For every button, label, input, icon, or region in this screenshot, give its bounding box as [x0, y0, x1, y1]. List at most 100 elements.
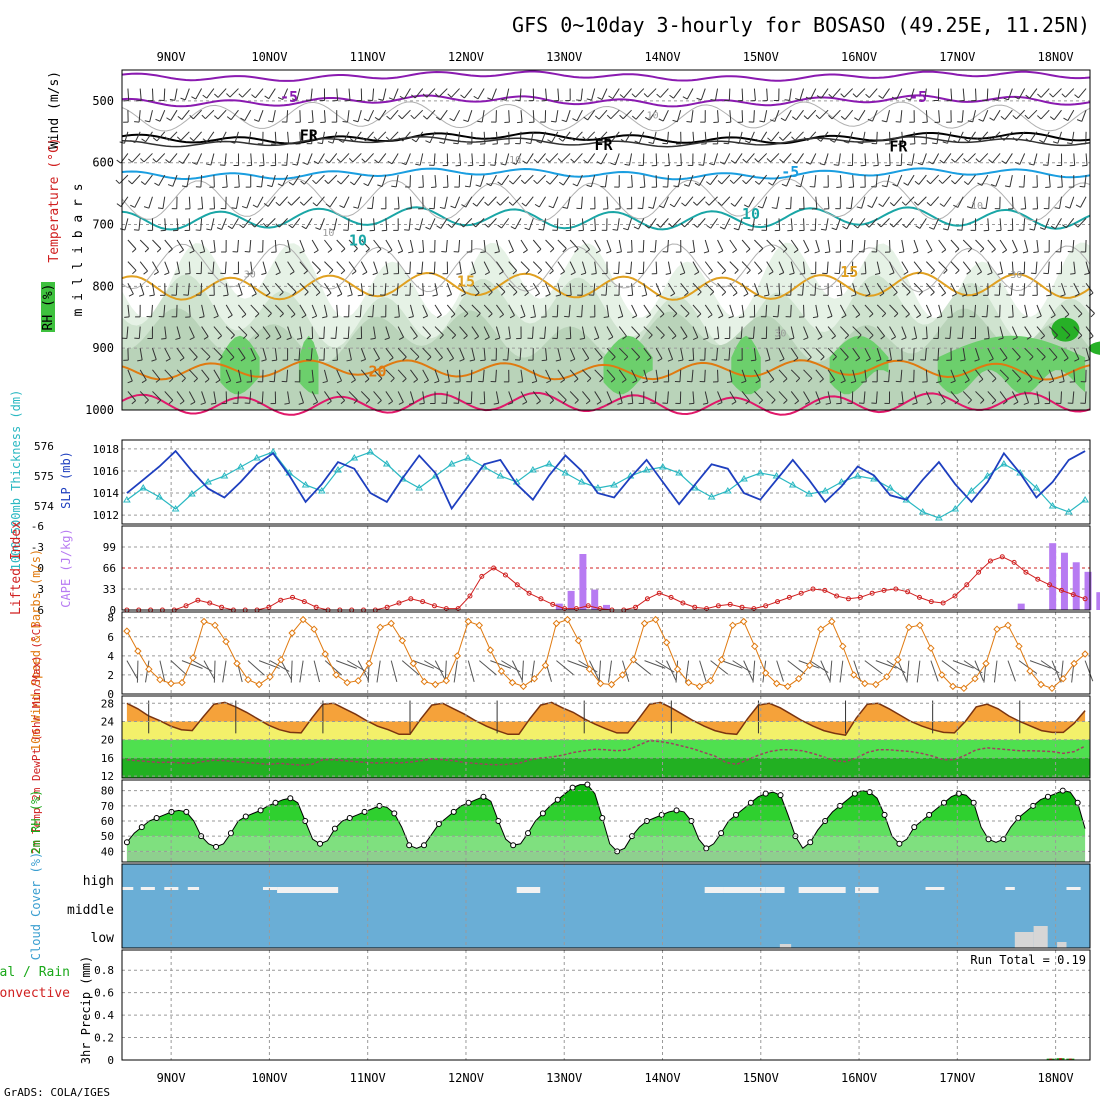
wind-barb — [753, 88, 756, 101]
wind-barb — [926, 261, 935, 271]
wind-barb — [340, 174, 350, 185]
wind-barb-flag — [372, 272, 378, 276]
precip-tick-label: 0 — [107, 1054, 114, 1067]
wind-barb — [987, 261, 993, 273]
wind-speed-marker — [552, 619, 561, 628]
wind-barb-flag — [648, 334, 653, 339]
wind-speed-marker — [310, 625, 318, 633]
wind-barb-flag — [156, 248, 162, 253]
lifted-index-marker — [491, 565, 497, 571]
wind-barb — [164, 391, 174, 401]
high-cloud-block — [798, 887, 846, 893]
wind-barb-flag — [617, 315, 623, 319]
wind-barb-flag — [165, 159, 170, 164]
wind-barb — [618, 304, 624, 317]
wind-barb — [220, 131, 227, 143]
wind-barb — [315, 174, 325, 185]
cape-tick-label: 0 — [109, 604, 116, 617]
thickness-marker — [610, 481, 618, 488]
wind-barb-flag — [536, 248, 542, 253]
wind-barb — [127, 304, 130, 317]
wind-barb — [1073, 347, 1080, 360]
thickness-marker — [740, 475, 748, 482]
rh-max-patch — [1088, 341, 1100, 355]
wind-barb — [556, 218, 559, 231]
wind-barb — [876, 261, 881, 274]
wind-barb — [397, 347, 407, 358]
wind-barb — [545, 304, 547, 317]
lifted-index-marker — [881, 587, 887, 593]
wind-barb — [680, 282, 689, 293]
wind-barb — [766, 261, 774, 273]
wind-barb — [296, 88, 301, 101]
wind-barb-flag — [116, 159, 122, 164]
wind-barb — [962, 283, 968, 295]
wind-speed-marker — [1070, 659, 1078, 668]
wind-barb-flag — [168, 378, 174, 383]
wind-barb-flag — [404, 229, 410, 231]
wind-speed-marker — [949, 682, 957, 691]
wind-speed-marker — [629, 655, 638, 664]
surface-wind-barb — [721, 660, 743, 669]
thickness-tick-label: 575 — [34, 470, 54, 483]
wind-barb-flag — [728, 315, 734, 319]
wind-barb-flag — [549, 270, 554, 275]
wind-barb — [1036, 196, 1039, 209]
dewpt-band-16-20 — [122, 739, 1090, 758]
wind-barb-flag — [967, 120, 973, 123]
wind-barb — [667, 239, 669, 253]
wind-barb — [459, 304, 469, 314]
wind-barb-flag — [865, 93, 870, 98]
wind-barb-flag — [387, 249, 393, 254]
wind-barb — [848, 131, 854, 144]
wind-barb — [852, 283, 857, 295]
wind-barb-flag — [706, 224, 711, 229]
wind-barb — [163, 88, 166, 101]
wind-barb — [827, 304, 833, 317]
wind-barb — [913, 282, 923, 293]
wind-barb — [1023, 283, 1026, 296]
wind-barb-flag — [717, 201, 723, 206]
wind-barb — [875, 391, 878, 404]
wind-barb-flag — [621, 379, 627, 383]
wind-barb — [164, 347, 171, 360]
precip-tick-label: 0.2 — [94, 1032, 114, 1045]
temp-contour-label: 15 — [457, 272, 475, 290]
wind-barb-flag — [746, 269, 751, 275]
wind-speed-marker — [861, 679, 869, 688]
millibars-axis-label: m i l l i b a r s — [71, 183, 86, 316]
wind-barb — [642, 196, 645, 209]
wind-barb-flag — [980, 207, 987, 210]
wind-barb — [962, 88, 965, 101]
wind-barb-flag — [942, 228, 949, 231]
wind-barb — [752, 326, 755, 339]
wind-barb — [329, 196, 338, 208]
wind-barb — [1060, 391, 1062, 404]
wind-barb — [900, 110, 903, 123]
lifted-index-marker — [396, 600, 402, 606]
pressure-tick-label: 900 — [92, 341, 114, 355]
wind-barb-flag — [603, 316, 609, 318]
wind-barb — [237, 283, 243, 295]
wind-barb — [180, 131, 190, 141]
wind-barb — [238, 326, 248, 336]
wind-barb-flag — [841, 315, 847, 319]
wind-barb — [557, 239, 567, 249]
wind-barb — [648, 109, 657, 121]
wind-barb — [139, 239, 150, 249]
wind-barb-flag — [348, 158, 354, 163]
wind-barb — [729, 110, 732, 123]
wind-barb — [201, 196, 204, 209]
wind-barb — [422, 175, 424, 188]
wind-barb — [643, 326, 653, 336]
wind-speed-marker — [343, 678, 351, 687]
wind-barb-flag — [1050, 225, 1056, 230]
wind-barb-flag — [414, 228, 420, 231]
wind-barb — [201, 391, 206, 403]
wind-barb — [753, 369, 761, 381]
wind-barb — [540, 131, 547, 144]
wind-barb-flag — [346, 359, 352, 362]
wind-barb — [872, 109, 878, 122]
wind-barb-flag — [730, 202, 736, 207]
wind-barb — [628, 153, 633, 166]
